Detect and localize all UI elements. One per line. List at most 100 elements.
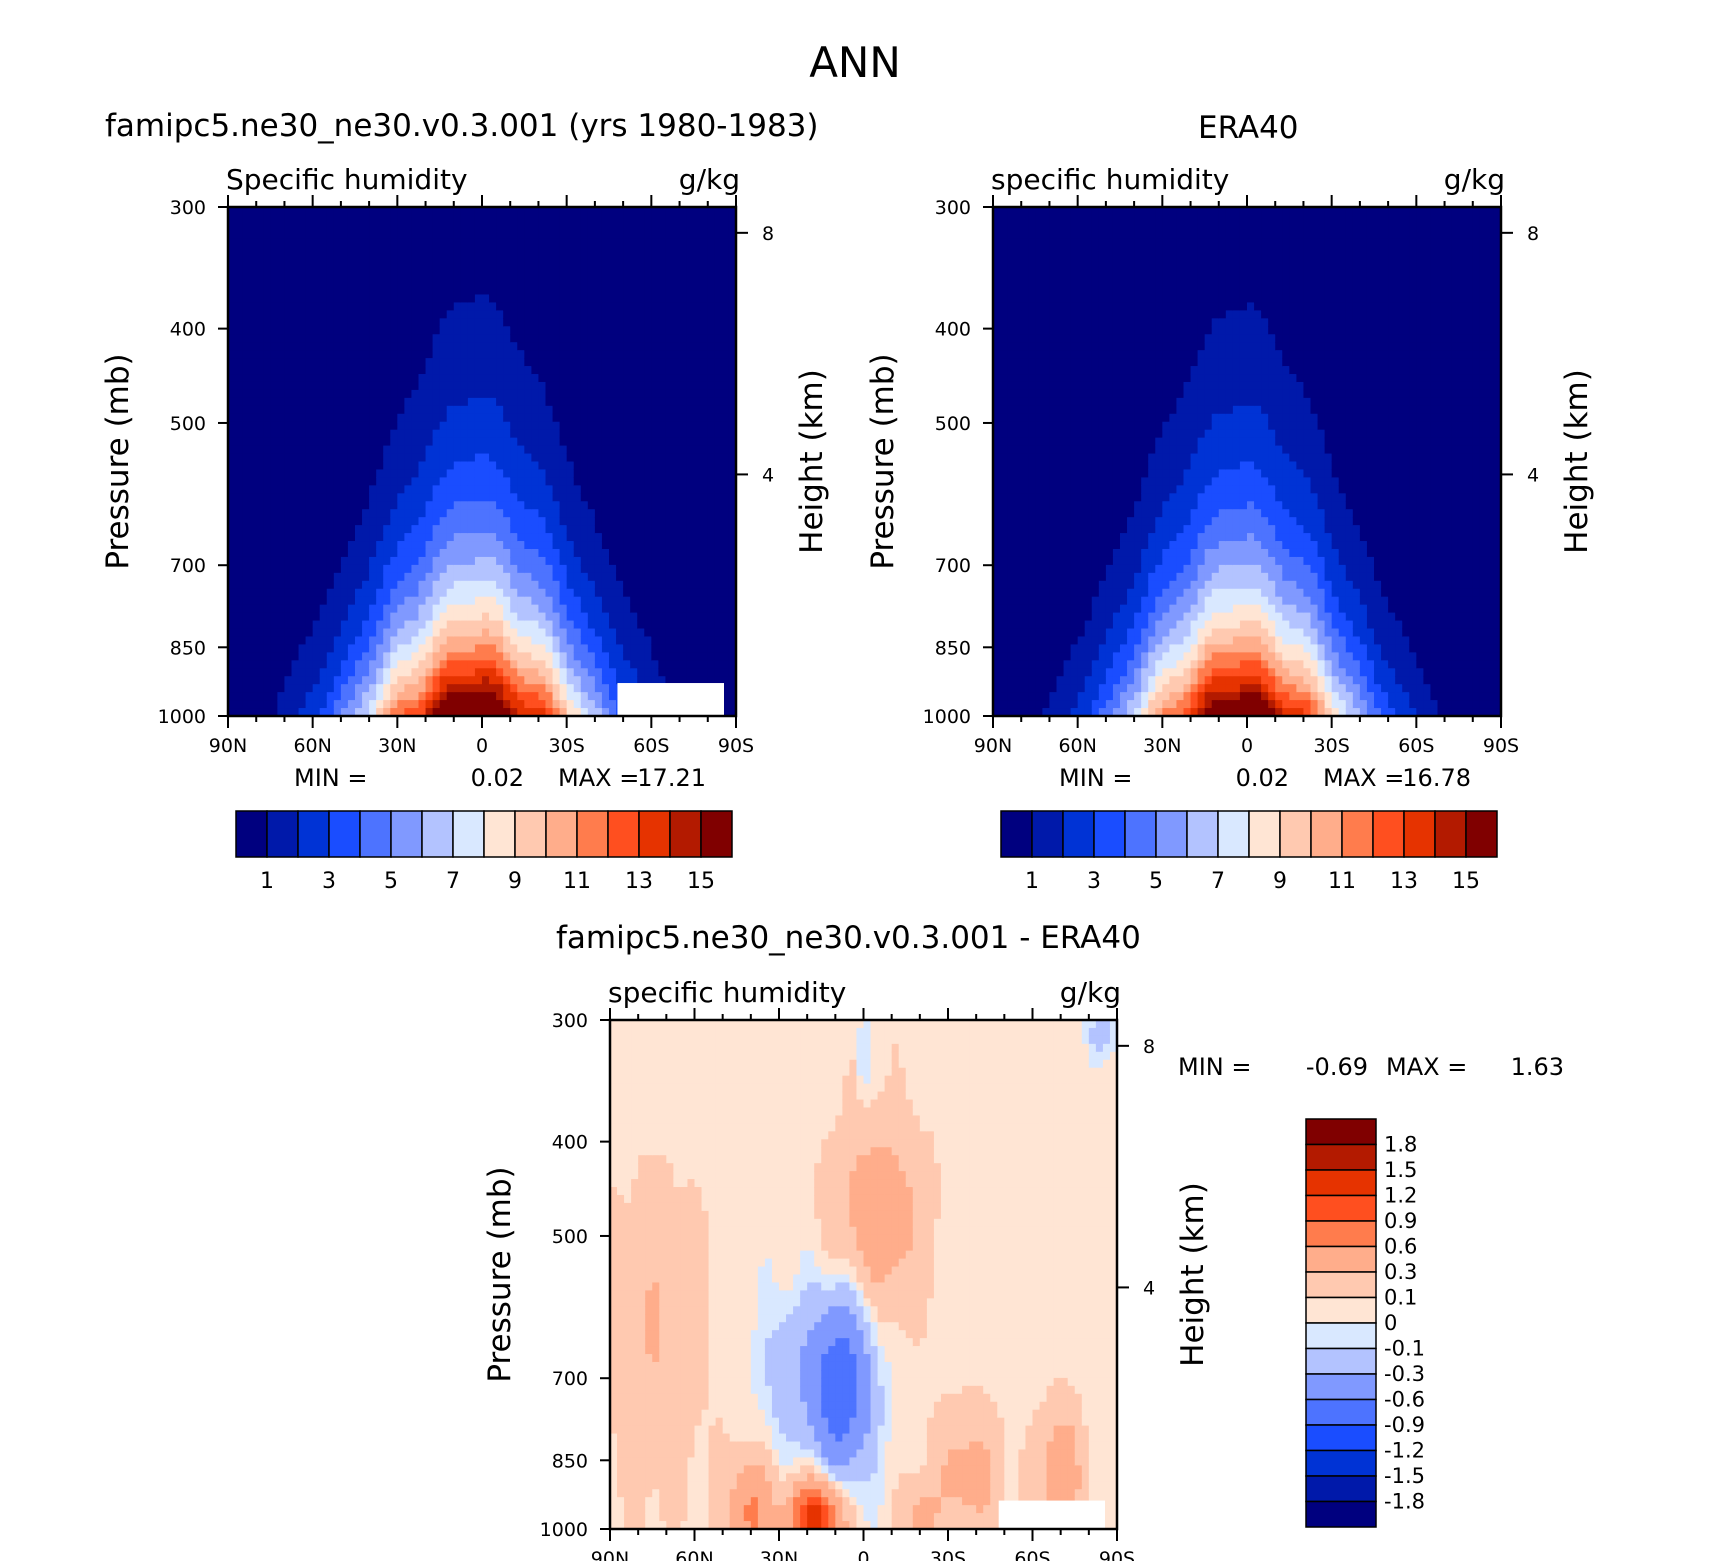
field-cell xyxy=(1000,565,1008,574)
field-cell xyxy=(426,621,434,630)
field-cell xyxy=(362,350,370,359)
field-cell xyxy=(531,676,539,685)
field-cell xyxy=(546,684,554,693)
field-cell xyxy=(616,406,624,415)
field-cell xyxy=(510,525,518,534)
field-cell xyxy=(348,247,356,256)
field-cell xyxy=(489,477,497,486)
field-cell xyxy=(390,501,398,510)
field-cell xyxy=(235,692,243,701)
field-cell xyxy=(574,358,582,367)
field-cell xyxy=(320,636,328,645)
field-cell xyxy=(673,565,681,574)
field-cell xyxy=(292,652,300,661)
field-cell xyxy=(454,374,462,383)
field-cell xyxy=(1014,326,1022,335)
field-cell xyxy=(383,239,391,248)
field-cell xyxy=(680,565,688,574)
field-cell xyxy=(546,644,554,653)
field-cell xyxy=(461,438,469,447)
field-cell xyxy=(376,446,384,455)
field-cell xyxy=(256,207,264,216)
field-cell xyxy=(694,342,702,351)
field-cell xyxy=(644,382,652,391)
field-cell xyxy=(644,438,652,447)
field-cell xyxy=(1014,207,1022,216)
field-cell xyxy=(538,446,546,455)
field-cell xyxy=(546,366,554,375)
field-cell xyxy=(1000,533,1008,542)
field-cell xyxy=(658,294,666,303)
field-cell xyxy=(397,294,405,303)
field-cell xyxy=(270,533,278,542)
field-cell xyxy=(369,477,377,486)
field-cell xyxy=(277,541,285,550)
field-cell xyxy=(680,462,688,471)
field-cell xyxy=(630,589,638,598)
field-cell xyxy=(687,414,695,423)
field-cell xyxy=(256,279,264,288)
field-cell xyxy=(270,342,278,351)
field-cell xyxy=(454,573,462,582)
field-cell xyxy=(369,398,377,407)
field-cell xyxy=(284,326,292,335)
field-cell xyxy=(510,334,518,343)
field-cell xyxy=(680,517,688,526)
field-cell xyxy=(1007,334,1015,343)
field-cell xyxy=(665,525,673,534)
field-cell xyxy=(546,517,554,526)
field-cell xyxy=(433,692,441,701)
field-cell xyxy=(538,668,546,677)
field-cell xyxy=(355,629,363,638)
field-cell xyxy=(454,350,462,359)
field-cell xyxy=(637,247,645,256)
field-cell xyxy=(496,469,504,478)
field-cell xyxy=(524,239,532,248)
missing-data-region xyxy=(617,683,724,716)
field-cell xyxy=(362,390,370,399)
field-cell xyxy=(616,541,624,550)
field-cell xyxy=(531,565,539,574)
field-cell xyxy=(468,605,476,614)
field-cell xyxy=(242,485,250,494)
field-cell xyxy=(419,597,427,606)
field-cell xyxy=(616,469,624,478)
field-cell xyxy=(623,644,631,653)
field-cell xyxy=(327,509,335,518)
field-cell xyxy=(623,581,631,590)
field-cell xyxy=(694,438,702,447)
field-cell xyxy=(313,430,321,439)
field-cell xyxy=(1007,271,1015,280)
field-cell xyxy=(524,287,532,296)
field-cell xyxy=(623,652,631,661)
field-cell xyxy=(489,454,497,463)
field-cell xyxy=(630,390,638,399)
field-cell xyxy=(630,493,638,502)
field-cell xyxy=(546,652,554,661)
field-cell xyxy=(1021,541,1029,550)
field-cell xyxy=(299,485,307,494)
field-cell xyxy=(553,390,561,399)
field-cell xyxy=(630,350,638,359)
field-cell xyxy=(376,390,384,399)
field-cell xyxy=(1007,366,1015,375)
field-cell xyxy=(468,263,476,272)
field-cell xyxy=(651,358,659,367)
field-cell xyxy=(433,684,441,693)
field-cell xyxy=(630,358,638,367)
field-cell xyxy=(1014,525,1022,534)
field-cell xyxy=(644,318,652,327)
field-cell xyxy=(503,366,511,375)
field-cell xyxy=(306,692,314,701)
field-cell xyxy=(383,660,391,669)
field-cell xyxy=(327,629,335,638)
field-cell xyxy=(722,430,730,439)
field-cell xyxy=(1000,541,1008,550)
field-cell xyxy=(588,549,596,558)
field-cell xyxy=(433,660,441,669)
field-cell xyxy=(595,557,603,566)
field-cell xyxy=(673,302,681,311)
field-cell xyxy=(341,263,349,272)
field-cell xyxy=(602,517,610,526)
field-cell xyxy=(496,358,504,367)
